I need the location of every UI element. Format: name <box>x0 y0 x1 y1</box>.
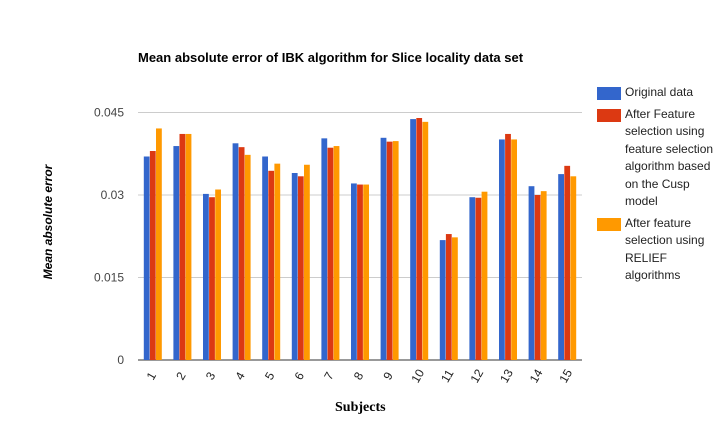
bar <box>262 156 268 360</box>
bar <box>173 146 180 360</box>
bar <box>203 193 209 360</box>
bar <box>149 151 156 360</box>
bar <box>481 191 488 360</box>
legend-label-relief: After feature selection using RELIEF alg… <box>625 215 705 283</box>
y-axis-label: Mean absolute error <box>41 164 55 280</box>
bar <box>357 184 363 360</box>
x-tick-label: 15 <box>556 366 575 385</box>
x-axis-label: Subjects <box>335 400 386 415</box>
bar <box>469 197 476 360</box>
x-tick-label: 8 <box>351 369 367 382</box>
legend: Original data After Feature selection us… <box>597 84 722 289</box>
bar <box>304 164 310 360</box>
y-tick-label: 0.045 <box>94 106 124 120</box>
bar <box>439 240 446 360</box>
bar <box>410 119 416 360</box>
bar <box>499 139 505 360</box>
bar <box>297 176 304 360</box>
bar <box>511 139 517 360</box>
y-tick-label: 0 <box>117 353 124 367</box>
bar <box>268 170 275 360</box>
bar <box>244 154 251 360</box>
x-tick-label: 12 <box>468 366 487 385</box>
legend-swatch-original <box>597 87 621 100</box>
x-tick-label: 1 <box>144 369 160 382</box>
bar <box>505 133 511 360</box>
x-tick-label: 2 <box>173 369 189 382</box>
legend-item-original: Original data <box>597 84 722 102</box>
y-tick-label: 0.03 <box>101 188 125 202</box>
bar <box>386 141 393 360</box>
bar <box>528 186 535 360</box>
bar <box>416 118 423 360</box>
bar <box>570 176 577 360</box>
bar <box>540 191 547 360</box>
x-tick-label: 13 <box>497 366 516 385</box>
legend-item-cusp: After Feature selection using feature se… <box>597 106 722 211</box>
bar <box>209 197 215 360</box>
bar <box>380 137 387 360</box>
x-tick-label: 7 <box>321 369 337 382</box>
y-tick-label: 0.015 <box>94 271 124 285</box>
bar <box>232 143 239 360</box>
bar <box>321 138 328 360</box>
bar <box>185 133 192 360</box>
bar <box>422 121 429 360</box>
bar <box>156 128 162 360</box>
x-tick-label: 4 <box>232 369 248 382</box>
bar <box>179 133 186 360</box>
bar <box>534 195 541 360</box>
bar <box>445 234 452 360</box>
bar <box>564 165 571 360</box>
bar <box>238 147 245 360</box>
bar <box>558 174 564 360</box>
legend-label-original: Original data <box>625 85 694 99</box>
x-tick-label: 6 <box>292 369 308 382</box>
bar <box>291 173 298 360</box>
legend-item-relief: After feature selection using RELIEF alg… <box>597 215 722 285</box>
bar <box>333 146 340 360</box>
bar <box>215 189 221 360</box>
x-tick-label: 9 <box>380 369 396 382</box>
bar <box>274 163 281 360</box>
x-tick-label: 10 <box>408 366 427 385</box>
x-tick-label: 5 <box>262 369 278 382</box>
bar <box>351 183 357 360</box>
x-tick-label: 3 <box>203 369 219 382</box>
bar <box>327 147 334 360</box>
bar <box>392 141 399 360</box>
chart-title: Mean absolute error of IBK algorithm for… <box>138 50 524 65</box>
x-tick-label: 14 <box>527 366 546 385</box>
x-tick-label: 11 <box>438 367 457 385</box>
legend-swatch-relief <box>597 217 621 231</box>
bar <box>143 156 150 360</box>
bar <box>452 237 458 360</box>
legend-label-cusp: After Feature selection using feature se… <box>625 106 714 209</box>
bar <box>363 184 369 360</box>
legend-swatch-cusp <box>597 108 621 122</box>
bar <box>475 197 482 360</box>
